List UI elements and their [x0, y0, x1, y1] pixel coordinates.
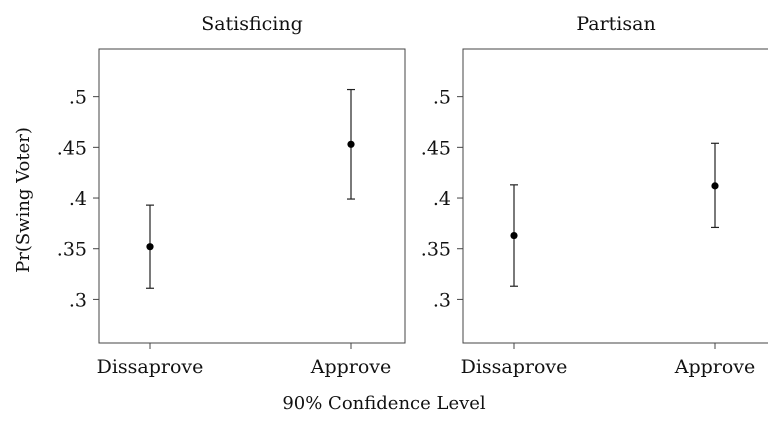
panel-title: Satisficing [201, 13, 303, 35]
y-axis-title: Pr(Swing Voter) [13, 127, 34, 273]
point-estimate [146, 243, 154, 251]
point-estimate [347, 140, 355, 148]
y-tick-label: .45 [57, 137, 87, 159]
plot-frame [98, 48, 406, 344]
y-tick-label: .3 [433, 289, 451, 311]
y-tick-label: .45 [421, 137, 451, 159]
y-tick-label: .3 [69, 289, 87, 311]
y-tick-label: .5 [433, 87, 451, 109]
point-estimate [711, 182, 719, 190]
panels-layer: Satisficing .3 .35 .4 .45 .5 Dissaprove Approve… [57, 13, 768, 378]
y-tick-label: .4 [69, 188, 87, 210]
panel-0: Satisficing .3 .35 .4 .45 .5 Dissaprove Approve [57, 13, 406, 378]
y-tick-label: .4 [433, 188, 451, 210]
panel-1: Partisan .3 .35 .4 .45 .5 Dissaprove Approve [421, 13, 768, 378]
x-axis-title: 90% Confidence Level [282, 393, 486, 414]
plot-frame [462, 48, 768, 344]
panel-title: Partisan [576, 13, 655, 35]
x-tick-label: Approve [674, 356, 756, 378]
x-tick-label: Approve [310, 356, 392, 378]
y-tick-label: .35 [421, 239, 451, 261]
point-estimate [510, 231, 518, 240]
x-tick-label: Dissaprove [461, 356, 568, 378]
y-tick-label: .35 [57, 239, 87, 261]
x-tick-label: Dissaprove [97, 356, 204, 378]
y-tick-label: .5 [69, 87, 87, 109]
